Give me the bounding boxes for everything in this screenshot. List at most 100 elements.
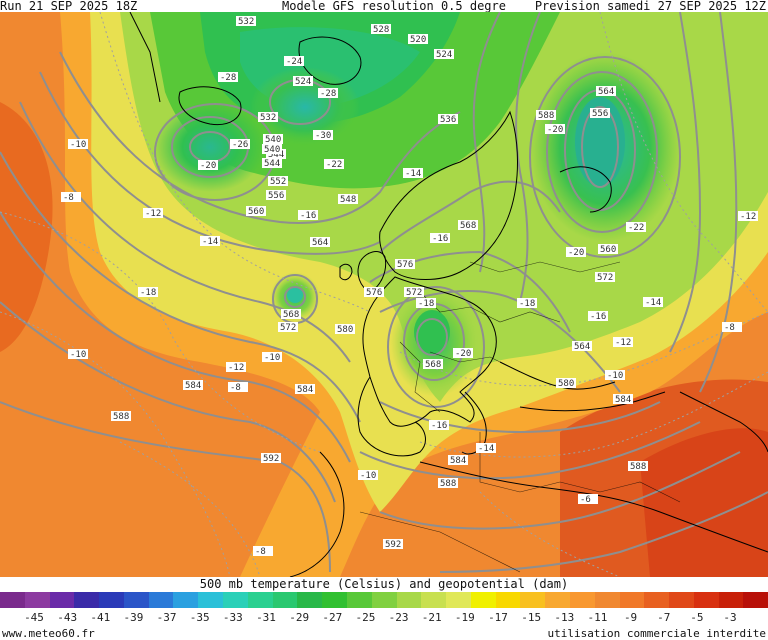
color-swatch bbox=[346, 592, 372, 608]
svg-text:584: 584 bbox=[185, 381, 201, 391]
scale-tick-label: -43 bbox=[57, 611, 78, 624]
svg-text:524: 524 bbox=[436, 50, 452, 60]
run-time: Run 21 SEP 2025 18Z bbox=[0, 0, 138, 13]
color-swatch bbox=[24, 592, 50, 608]
svg-text:532: 532 bbox=[260, 113, 276, 123]
svg-text:-22: -22 bbox=[326, 160, 342, 170]
color-swatch bbox=[693, 592, 719, 608]
svg-text:-16: -16 bbox=[431, 421, 447, 431]
color-scale-ticks: -45 -43 -41 -39 -37 -35 -33 -31 -29 -27 -25 -23 -21-… bbox=[0, 611, 768, 625]
geo-label: 588 bbox=[628, 461, 648, 472]
color-swatch bbox=[495, 592, 521, 608]
color-swatch bbox=[520, 592, 546, 608]
borders bbox=[359, 261, 681, 573]
color-swatch bbox=[198, 592, 224, 608]
svg-text:540: 540 bbox=[264, 145, 280, 155]
svg-text:588: 588 bbox=[113, 412, 129, 422]
low-central-europe-core bbox=[414, 310, 450, 354]
color-swatch bbox=[569, 592, 595, 608]
color-swatch bbox=[74, 592, 100, 608]
color-swatch bbox=[594, 592, 620, 608]
temp-label: -26 bbox=[230, 139, 250, 150]
temp-label: -10 bbox=[605, 370, 625, 381]
svg-text:544: 544 bbox=[264, 159, 280, 169]
temp-label: -20 bbox=[545, 124, 565, 135]
svg-text:-24: -24 bbox=[286, 57, 302, 67]
scale-tick-label: -35 bbox=[189, 611, 210, 624]
svg-text:-8: -8 bbox=[724, 323, 735, 333]
scale-tick-label: -17 bbox=[488, 611, 508, 624]
temp-label: -12 bbox=[613, 337, 633, 348]
temp-label: -8 bbox=[253, 546, 273, 557]
scale-tick-label: -31 bbox=[256, 611, 276, 624]
low-iceland bbox=[155, 102, 265, 192]
svg-text:588: 588 bbox=[538, 111, 554, 121]
geo-label: 564 bbox=[596, 86, 616, 97]
geo-label: 592 bbox=[383, 539, 403, 550]
svg-text:544: 544 bbox=[268, 150, 284, 160]
svg-text:-8: -8 bbox=[230, 383, 241, 393]
color-swatch bbox=[123, 592, 149, 608]
svg-text:-10: -10 bbox=[607, 371, 623, 381]
svg-text:-10: -10 bbox=[70, 350, 86, 360]
svg-text:532: 532 bbox=[238, 17, 254, 27]
scale-tick-label: -23 bbox=[388, 611, 409, 624]
scale-tick-label: -41 bbox=[90, 611, 111, 624]
color-swatch bbox=[669, 592, 694, 608]
svg-text:-18: -18 bbox=[418, 299, 434, 309]
color-swatch bbox=[99, 592, 124, 608]
scale-tick-label: -3 bbox=[723, 611, 737, 624]
geo-label: 532 bbox=[258, 112, 278, 123]
svg-text:-16: -16 bbox=[590, 312, 606, 322]
color-swatch bbox=[421, 592, 447, 608]
svg-text:-6: -6 bbox=[580, 495, 591, 505]
geo-label: 584 bbox=[448, 455, 468, 466]
temp-label: -10 bbox=[358, 470, 378, 481]
temp-label: -10 bbox=[68, 139, 88, 150]
scale-tick-label: -37 bbox=[156, 611, 177, 624]
svg-text:588: 588 bbox=[630, 462, 646, 472]
svg-text:-28: -28 bbox=[220, 73, 236, 83]
color-swatch bbox=[0, 592, 25, 608]
geo-label: 560 bbox=[598, 244, 618, 255]
geo-label: 536 bbox=[438, 114, 458, 125]
geo-label: 576 bbox=[395, 259, 415, 270]
svg-text:592: 592 bbox=[385, 540, 401, 550]
temp-label: -24 bbox=[284, 56, 304, 67]
color-scale bbox=[0, 592, 768, 608]
svg-text:580: 580 bbox=[558, 379, 574, 389]
temp-label: -18 bbox=[517, 298, 537, 309]
svg-text:-16: -16 bbox=[300, 211, 316, 221]
svg-text:-8: -8 bbox=[255, 547, 266, 557]
geo-label: 552 bbox=[268, 176, 288, 187]
temp-label: -10 bbox=[262, 352, 282, 363]
color-swatch bbox=[247, 592, 273, 608]
svg-text:-10: -10 bbox=[360, 471, 376, 481]
geo-label: 580 bbox=[335, 324, 355, 335]
svg-text:-14: -14 bbox=[478, 444, 494, 454]
geo-label: 568 bbox=[458, 220, 478, 231]
legend-title: 500 mb temperature (Celsius) and geopote… bbox=[199, 577, 569, 591]
svg-text:-28: -28 bbox=[320, 89, 336, 99]
temp-label: -22 bbox=[324, 159, 344, 170]
geo-label: 548 bbox=[338, 194, 358, 205]
geo-label: 540 bbox=[262, 144, 282, 155]
svg-text:560: 560 bbox=[248, 207, 264, 217]
svg-text:580: 580 bbox=[337, 325, 353, 335]
color-swatch bbox=[49, 592, 75, 608]
geo-label: 556 bbox=[266, 190, 286, 201]
svg-text:-10: -10 bbox=[264, 353, 280, 363]
temp-label: -18 bbox=[138, 287, 158, 298]
geo-label: 588 bbox=[111, 411, 131, 422]
svg-text:524: 524 bbox=[295, 77, 311, 87]
map-header: Run 21 SEP 2025 18Z Modele GFS resolutio… bbox=[0, 0, 768, 12]
svg-text:-14: -14 bbox=[202, 237, 218, 247]
color-swatch bbox=[396, 592, 422, 608]
svg-text:-14: -14 bbox=[405, 169, 421, 179]
geo-label: 572 bbox=[595, 272, 615, 283]
low-atlantic-core bbox=[287, 287, 303, 303]
geo-label: 520 bbox=[408, 34, 428, 45]
temp-label: -12 bbox=[226, 362, 246, 373]
site-credit: www.meteo60.fr bbox=[2, 627, 95, 640]
svg-text:564: 564 bbox=[574, 342, 590, 352]
